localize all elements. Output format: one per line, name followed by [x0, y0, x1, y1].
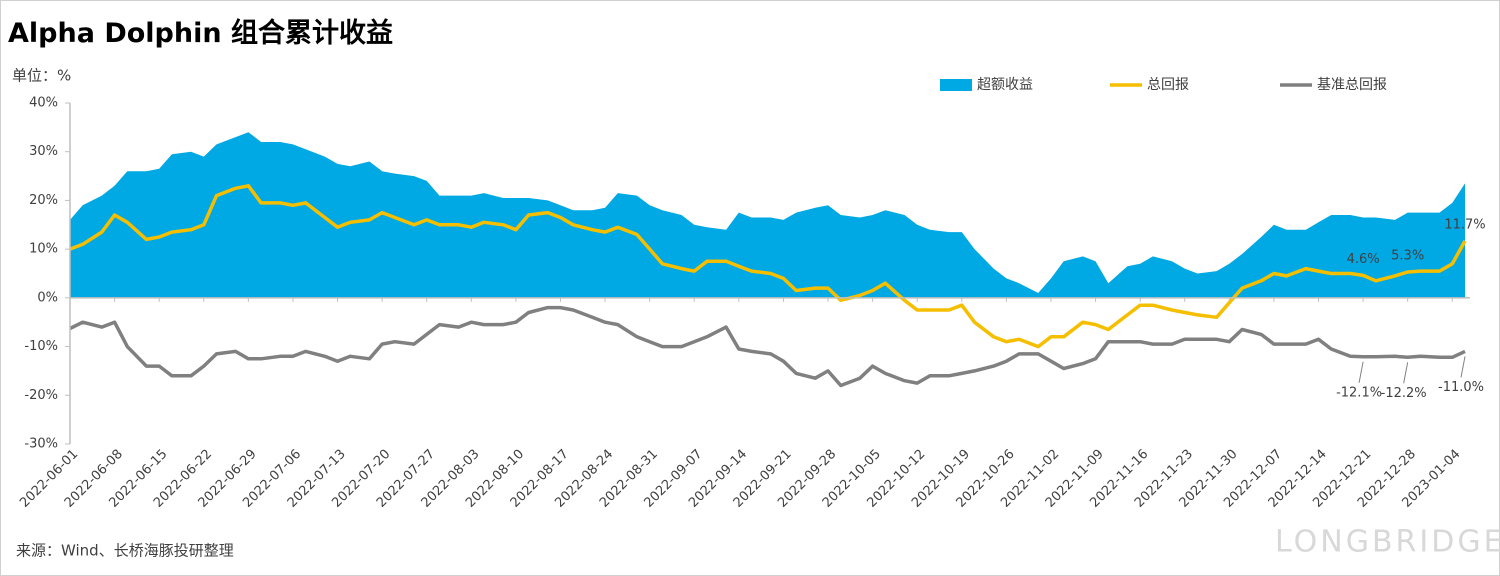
label-leader	[1358, 361, 1364, 383]
chart-title: Alpha Dolphin 组合累计收益	[8, 17, 393, 49]
legend-label: 超额收益	[977, 77, 1033, 93]
y-tick-label: 10%	[29, 242, 58, 257]
legend-label: 基准总回报	[1317, 76, 1387, 93]
data-label: 5.3%	[1391, 249, 1424, 264]
unit-label: 单位：%	[12, 67, 71, 85]
y-tick-label: 0%	[37, 290, 58, 305]
y-tick-label: -20%	[24, 388, 58, 403]
label-leader	[1403, 362, 1409, 384]
y-tick-label: 20%	[29, 193, 58, 208]
legend-swatch	[940, 79, 972, 91]
area	[70, 132, 1465, 298]
y-tick-label: -30%	[24, 437, 58, 452]
y-tick-label: 40%	[29, 96, 58, 111]
legend-label: 总回报	[1147, 77, 1189, 93]
y-tick-label: -10%	[24, 339, 58, 354]
data-label: -11.0%	[1438, 380, 1484, 395]
line	[69, 305, 1466, 388]
data-label: 4.6%	[1347, 252, 1380, 267]
watermark: LONGBRIDGE	[1275, 525, 1500, 560]
data-label: -12.2%	[1381, 386, 1427, 401]
label-leader	[1460, 356, 1466, 378]
source-note: 来源：Wind、长桥海豚投研整理	[16, 542, 234, 560]
data-label: 11.7%	[1444, 217, 1485, 232]
y-tick-label: 30%	[29, 144, 58, 159]
data-label: -12.1%	[1336, 385, 1382, 400]
